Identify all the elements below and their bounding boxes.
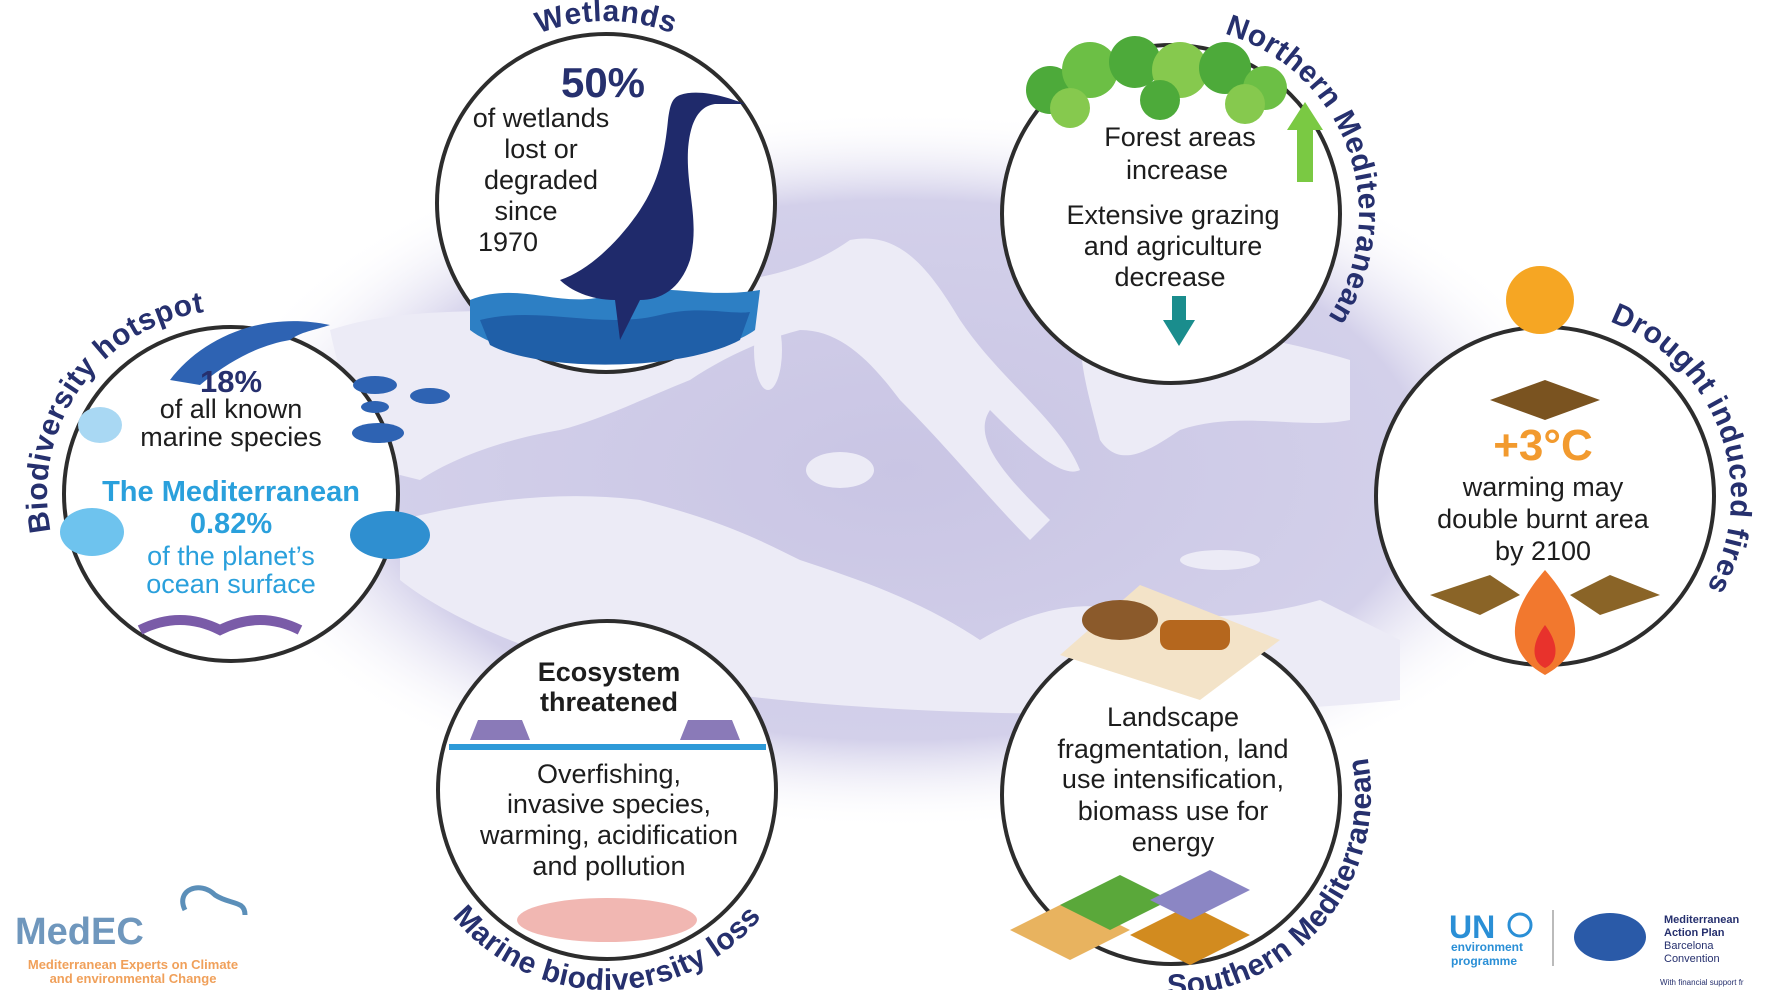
drought-figure: +3°C (1493, 421, 1593, 470)
un-emblem (1509, 914, 1531, 936)
marine-text: and pollution (532, 851, 685, 881)
drought-text: by 2100 (1495, 536, 1591, 566)
medec-name: MedEC (15, 911, 144, 953)
wetlands-text: of wetlands (473, 103, 610, 133)
jellyfish (78, 407, 122, 443)
fish (353, 376, 397, 394)
sea-text: ocean surface (146, 569, 316, 599)
logo-mark (183, 888, 245, 915)
cow (1082, 600, 1158, 640)
wetlands-text: since (494, 196, 557, 226)
south-text: biomass use for (1078, 796, 1269, 826)
medec-logo: MedEC Mediterranean Experts on Climate a… (15, 888, 245, 986)
south-text: energy (1132, 827, 1215, 857)
sea-name: The Mediterranean (102, 476, 360, 508)
boat (470, 720, 530, 740)
marine-heading: threatened (540, 687, 678, 717)
wetlands-text: lost or (504, 134, 578, 164)
island (806, 452, 874, 488)
north-text: increase (1126, 155, 1228, 185)
fish (410, 388, 450, 404)
island (1180, 550, 1260, 570)
biodiversity-text: marine species (140, 422, 322, 452)
medec-subtitle: Mediterranean Experts on Climate (28, 957, 238, 972)
coral (517, 898, 697, 942)
map-text: Convention (1664, 953, 1720, 965)
logs (1160, 620, 1230, 650)
marine-text: invasive species, (507, 789, 711, 819)
north-text: and agriculture (1084, 231, 1263, 261)
north-text: Extensive grazing (1066, 200, 1279, 230)
marine-heading: Ecosystem (538, 657, 681, 687)
marine-text: warming, acidification (479, 820, 738, 850)
fish (361, 401, 389, 413)
map-emblem (1574, 913, 1646, 961)
south-text: fragmentation, land (1057, 734, 1288, 764)
tree (1225, 84, 1265, 124)
unep-text: environment (1451, 940, 1523, 954)
wetlands-text: 1970 (478, 227, 538, 257)
marine-text: Overfishing, (537, 759, 681, 789)
north-text: Forest areas (1104, 122, 1256, 152)
sea-text: of the planet’s (147, 541, 315, 571)
sun (1506, 266, 1574, 334)
turtle (350, 511, 430, 559)
drought-text: warming may (1462, 472, 1624, 502)
map-text: Mediterranean (1664, 914, 1739, 926)
map-text: Action Plan (1664, 927, 1725, 939)
fish (352, 423, 404, 443)
partner-logos: UN environment programme Mediterranean A… (1449, 909, 1744, 987)
infographic: Wetlands Northern Mediterranean Biodiver… (0, 0, 1769, 990)
wetlands-text: degraded (484, 165, 598, 195)
sea-figure: 0.82% (190, 508, 272, 540)
medec-subtitle: and environmental Change (50, 971, 217, 986)
south-text: use intensification, (1062, 764, 1284, 794)
support-text: With financial support fr (1660, 978, 1744, 987)
island (754, 310, 782, 390)
jellyfish (60, 508, 124, 556)
boat (680, 720, 740, 740)
unep-text: programme (1451, 954, 1517, 968)
tree (1140, 80, 1180, 120)
map-text: Barcelona (1664, 940, 1714, 952)
drought-text: double burnt area (1437, 504, 1650, 534)
wetlands-figure: 50% (561, 59, 645, 106)
south-text: Landscape (1107, 702, 1239, 732)
north-text: decrease (1114, 262, 1225, 292)
biodiversity-text: of all known (160, 394, 303, 424)
tree (1050, 88, 1090, 128)
